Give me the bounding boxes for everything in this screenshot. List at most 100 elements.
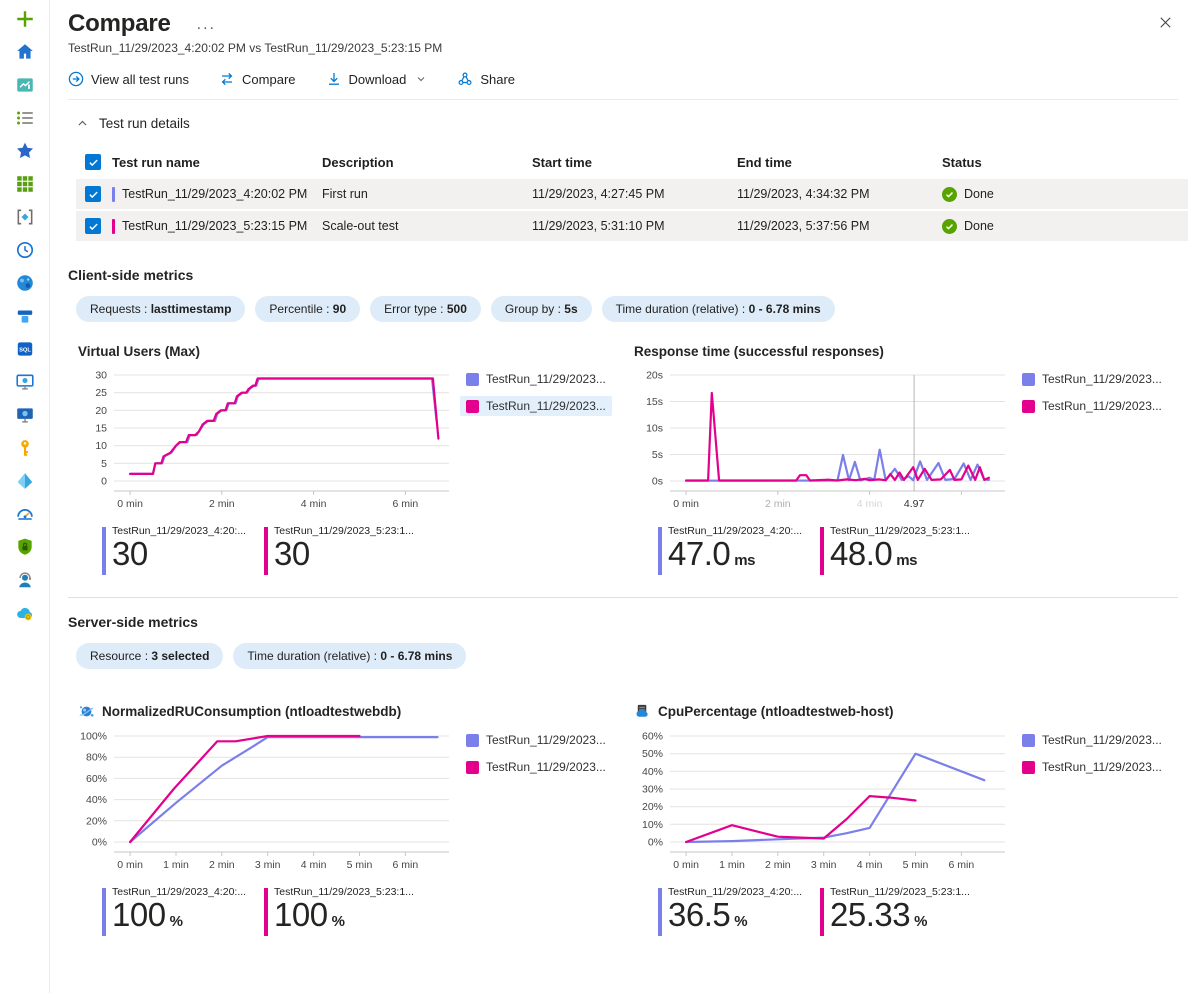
app-service-host-icon [636, 704, 648, 717]
svg-text:40%: 40% [642, 766, 663, 778]
security-center-icon[interactable] [14, 536, 36, 558]
svg-text:4 min: 4 min [301, 859, 327, 871]
compare-pane: Compare ... TestRun_11/29/2023_4:20:02 P… [50, 0, 1200, 936]
run-color-bar [112, 218, 115, 234]
stat-card: TestRun_11/29/2023_4:20:... 36.5% [658, 886, 820, 936]
svg-text:1 min: 1 min [719, 859, 745, 871]
compare-arrows-icon [221, 72, 233, 86]
svg-text:0: 0 [101, 476, 107, 488]
response-time-plot[interactable]: 0s 5s 10s 15s 20s 0 min 2 min 4 min 4.97 [624, 367, 1010, 517]
share-button[interactable]: Share [457, 71, 515, 87]
svg-text:10s: 10s [646, 423, 663, 435]
view-all-test-runs-button[interactable]: View all test runs [68, 71, 189, 87]
svg-text:0%: 0% [648, 837, 663, 849]
svg-text:3 min: 3 min [255, 859, 281, 871]
ru-consumption-chart-group: NormalizedRUConsumption (ntloadtestwebdb… [68, 703, 624, 936]
svg-text:5 min: 5 min [903, 859, 929, 871]
chart-title-text: NormalizedRUConsumption (ntloadtestwebdb… [102, 704, 402, 719]
legend-item[interactable]: TestRun_11/29/2023... [1016, 396, 1168, 416]
compare-subtitle: TestRun_11/29/2023_4:20:02 PM vs TestRun… [68, 41, 443, 55]
cosmos-db-icon [79, 706, 94, 717]
resource-groups-icon[interactable] [14, 206, 36, 228]
all-resources-icon[interactable] [14, 173, 36, 195]
svg-text:15: 15 [95, 423, 107, 435]
status-badge: Done [964, 219, 994, 233]
chart-title: Response time (successful responses) [634, 344, 884, 359]
svg-text:20%: 20% [642, 801, 663, 813]
svg-text:6 min: 6 min [393, 498, 419, 510]
sql-databases-icon[interactable]: SQL [14, 338, 36, 360]
stat-card: TestRun_11/29/2023_5:23:1... 30 [264, 525, 426, 575]
legend-item[interactable]: TestRun_11/29/2023... [1016, 369, 1168, 389]
row-checkbox[interactable] [85, 218, 101, 234]
context-menu-ellipsis-icon[interactable]: ... [196, 16, 216, 33]
table-header-row: Test run name Description Start time End… [76, 147, 1188, 177]
select-all-checkbox[interactable] [85, 154, 101, 170]
svg-text:25: 25 [95, 387, 107, 399]
legend-item[interactable]: TestRun_11/29/2023... [460, 369, 612, 389]
filter-time-duration[interactable]: Time duration (relative) : 0 - 6.78 mins [601, 296, 835, 322]
svg-text:5: 5 [101, 458, 107, 470]
table-row[interactable]: TestRun_11/29/2023_4:20:02 PM First run … [76, 179, 1188, 209]
client-filters: Requests : lasttimestamp Percentile : 90… [76, 296, 1178, 322]
legend-item[interactable]: TestRun_11/29/2023... [460, 730, 612, 750]
create-resource-icon[interactable] [14, 8, 36, 30]
app-services-icon[interactable] [14, 272, 36, 294]
svg-text:30%: 30% [642, 784, 663, 796]
legend-item[interactable]: TestRun_11/29/2023... [460, 396, 612, 416]
help-support-icon[interactable] [14, 569, 36, 591]
azure-ad-icon[interactable] [14, 470, 36, 492]
row-checkbox[interactable] [85, 186, 101, 202]
dashboard-icon[interactable] [14, 74, 36, 96]
svg-text:60%: 60% [642, 731, 663, 743]
svg-text:0 min: 0 min [673, 498, 699, 510]
all-services-icon[interactable] [14, 107, 36, 129]
legend: TestRun_11/29/2023... TestRun_11/29/2023… [460, 728, 612, 878]
stat-card: TestRun_11/29/2023_4:20:... 100% [102, 886, 264, 936]
command-bar: View all test runs Compare Download Shar… [68, 71, 1178, 100]
filter-percentile[interactable]: Percentile : 90 [255, 296, 361, 322]
status-done-icon [942, 186, 957, 202]
svg-text:3 min: 3 min [811, 859, 837, 871]
favorites-star-icon[interactable] [14, 140, 36, 162]
filter-error-type[interactable]: Error type : 500 [370, 296, 481, 322]
svg-text:5s: 5s [652, 449, 663, 461]
svg-text:2 min: 2 min [209, 859, 235, 871]
cpu-percentage-plot[interactable]: 0% 10% 20% 30% 40% 50% 60% 0 min 1 min 2 min 3 min… [624, 728, 1010, 878]
svg-text:0 min: 0 min [117, 859, 143, 871]
storage-accounts-icon[interactable] [14, 305, 36, 327]
recent-icon[interactable] [14, 239, 36, 261]
monitor-icon[interactable] [14, 503, 36, 525]
filter-time-duration[interactable]: Time duration (relative) : 0 - 6.78 mins [233, 643, 467, 669]
virtual-users-chart-group: Virtual Users (Max) 0 5 10 15 20 25 30 0 min 2 m… [68, 344, 624, 575]
legend-item[interactable]: TestRun_11/29/2023... [460, 757, 612, 777]
svg-text:SQL: SQL [19, 348, 31, 354]
stat-card: TestRun_11/29/2023_5:23:1... 48.0 ms [820, 525, 982, 575]
svg-text:100%: 100% [80, 731, 107, 743]
stat-card: TestRun_11/29/2023_5:23:1... 100% [264, 886, 426, 936]
ru-consumption-plot[interactable]: 0% 20% 40% 60% 80% 100% 0 min 1 min 2 min 3 min 4 … [68, 728, 454, 878]
cost-management-icon[interactable] [14, 602, 36, 624]
virtual-machines-classic-icon[interactable] [14, 404, 36, 426]
legend-item[interactable]: TestRun_11/29/2023... [1016, 757, 1168, 777]
server-side-metrics-heading: Server-side metrics [68, 614, 198, 630]
close-icon[interactable] [1157, 14, 1174, 36]
compare-button[interactable]: Compare [219, 71, 296, 87]
virtual-users-plot[interactable]: 0 5 10 15 20 25 30 0 min 2 min 4 min 6 min [68, 367, 454, 517]
home-icon[interactable] [14, 41, 36, 63]
legend-item[interactable]: TestRun_11/29/2023... [1016, 730, 1168, 750]
legend: TestRun_11/29/2023... TestRun_11/29/2023… [1016, 367, 1168, 517]
svg-text:0s: 0s [652, 476, 663, 488]
test-run-details-toggle[interactable]: Test run details [68, 116, 1178, 131]
status-done-icon [942, 218, 957, 234]
key-vaults-icon[interactable] [14, 437, 36, 459]
svg-text:20: 20 [95, 405, 107, 417]
table-row[interactable]: TestRun_11/29/2023_5:23:15 PM Scale-out … [76, 211, 1188, 241]
virtual-machines-icon[interactable] [14, 371, 36, 393]
svg-text:1 min: 1 min [163, 859, 189, 871]
filter-group-by[interactable]: Group by : 5s [490, 296, 592, 322]
svg-text:0 min: 0 min [117, 498, 143, 510]
filter-resource[interactable]: Resource : 3 selected [76, 643, 224, 669]
download-button[interactable]: Download [326, 71, 428, 87]
filter-requests[interactable]: Requests : lasttimestamp [76, 296, 246, 322]
